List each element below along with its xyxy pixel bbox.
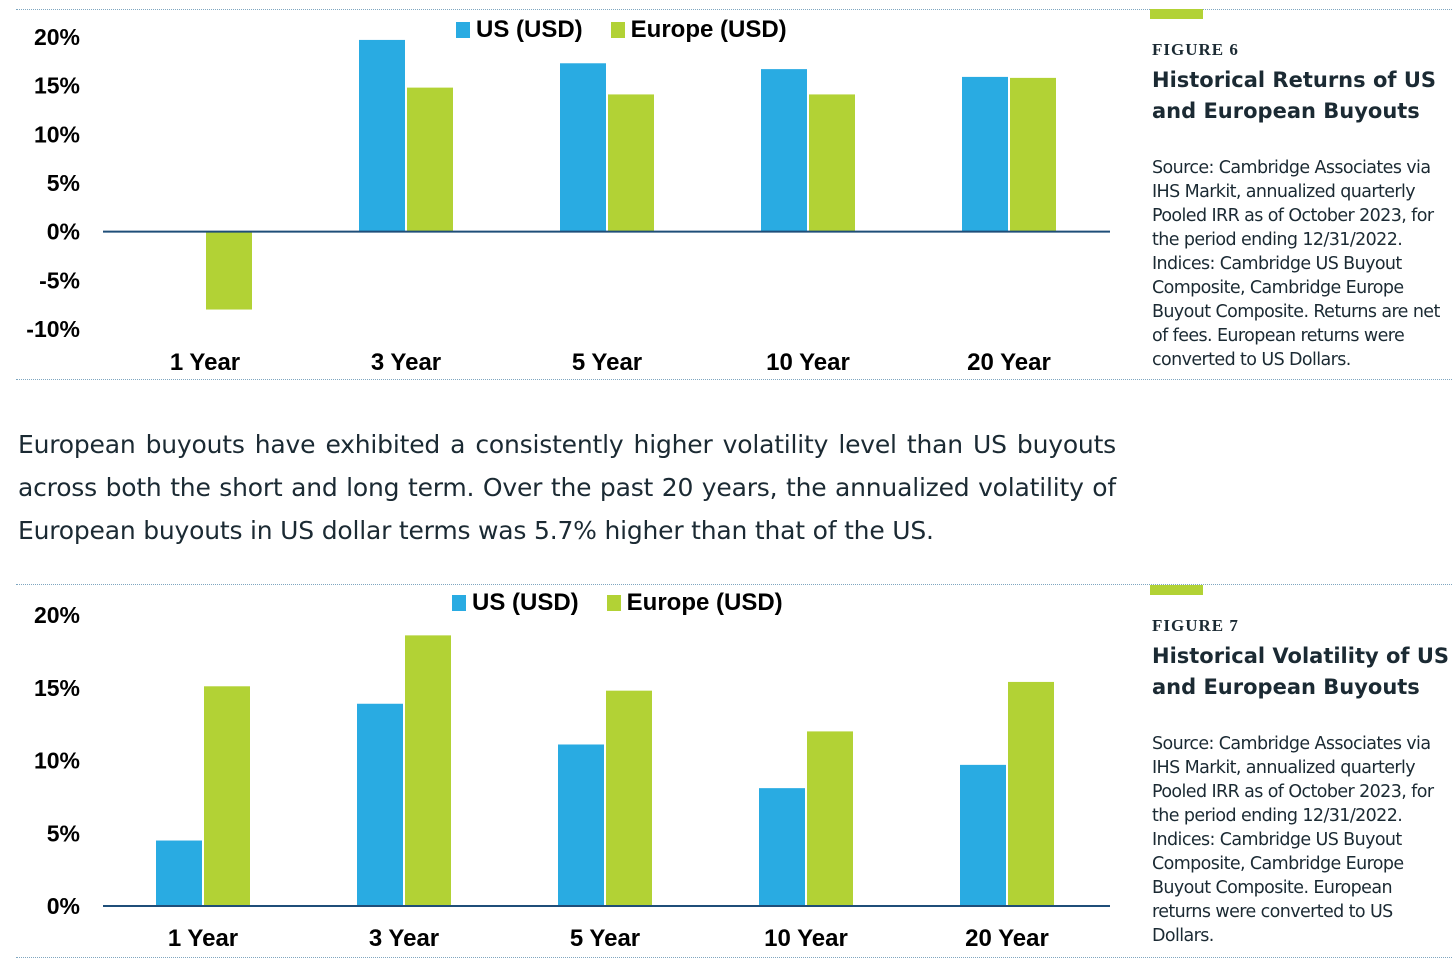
legend-swatch-europe — [610, 22, 625, 38]
legend-item-us: US (USD) — [452, 589, 579, 617]
figure-6-title: Historical Returns of US and European Bu… — [1152, 68, 1436, 123]
legend-item-europe: Europe (USD) — [610, 16, 787, 44]
figure-6-label: FIGURE 6 — [1152, 40, 1239, 59]
bar-europe-10-year — [809, 94, 855, 232]
bar-europe-1-year — [204, 686, 250, 906]
legend-swatch-europe — [606, 595, 621, 611]
separator-bottom — [16, 957, 1452, 958]
returns-chart: -10% -5% 0% 5% 10% 15% 20% 1 Year 3 Year 5 Year 10… — [26, 24, 1110, 376]
y-tick-label: 0% — [47, 893, 80, 919]
y-tick-label: 5% — [47, 170, 80, 196]
separator-top — [16, 9, 1452, 10]
bar-europe-20-year — [1010, 77, 1056, 232]
x-category-label: 5 Year — [572, 349, 642, 376]
x-category-label: 3 Year — [369, 925, 439, 952]
legend-label-us: US (USD) — [476, 16, 583, 43]
bar-us-10-year — [759, 788, 805, 906]
bar-us-3-year — [359, 39, 405, 232]
figure-6-accent-bar — [1150, 9, 1203, 19]
figure-7-source: Source: Cambridge Associates via IHS Mar… — [1152, 734, 1434, 946]
figure-7-accent-bar — [1150, 585, 1203, 595]
y-tick-label: 15% — [34, 73, 80, 99]
y-tick-label: 5% — [47, 820, 80, 846]
x-category-label: 10 Year — [766, 349, 850, 376]
y-tick-label: -10% — [26, 316, 80, 342]
volatility-chart: 0% 5% 10% 15% 20% 1 Year 3 Year 5 Year 10 Year 20… — [34, 602, 1110, 952]
bar-us-5-year — [560, 63, 606, 232]
bar-europe-20-year — [1008, 681, 1054, 906]
x-category-label: 20 Year — [967, 349, 1051, 376]
x-category-label: 1 Year — [170, 349, 240, 376]
y-tick-label: -5% — [39, 267, 80, 293]
figure-7-title: Historical Volatility of US and European… — [1152, 644, 1450, 699]
legend-swatch-us — [456, 22, 470, 38]
bar-us-20-year — [960, 764, 1006, 906]
returns-chart-legend: US (USD) Europe (USD) — [456, 16, 787, 44]
figure-6-source: Source: Cambridge Associates via IHS Mar… — [1152, 158, 1440, 370]
x-category-label: 1 Year — [168, 925, 238, 952]
separator-mid — [16, 379, 1452, 380]
bar-europe-5-year — [606, 690, 652, 906]
legend-label-europe: Europe (USD) — [630, 16, 787, 43]
bar-europe-10-year — [807, 731, 853, 906]
bar-us-1-year — [156, 840, 202, 906]
x-category-label: 10 Year — [764, 925, 848, 952]
bar-europe-3-year — [405, 635, 451, 906]
bar-us-5-year — [558, 744, 604, 906]
y-tick-label: 10% — [34, 748, 80, 774]
x-category-label: 3 Year — [371, 349, 441, 376]
legend-item-us: US (USD) — [456, 16, 583, 44]
bar-us-3-year — [357, 703, 403, 906]
legend-item-europe: Europe (USD) — [606, 589, 783, 617]
legend-label-europe: Europe (USD) — [626, 589, 783, 616]
bar-us-20-year — [962, 76, 1008, 232]
y-tick-label: 15% — [34, 675, 80, 701]
y-tick-label: 10% — [34, 121, 80, 147]
y-tick-label: 20% — [34, 24, 80, 50]
y-tick-label: 0% — [47, 219, 80, 245]
separator-lower — [16, 584, 1452, 585]
legend-swatch-us — [452, 595, 466, 611]
legend-label-us: US (USD) — [472, 589, 579, 616]
volatility-chart-legend: US (USD) Europe (USD) — [452, 589, 783, 617]
bar-europe-5-year — [608, 94, 654, 232]
bar-europe-1-year — [206, 231, 252, 310]
body-paragraph: European buyouts have exhibited a consis… — [18, 430, 1116, 545]
bar-us-10-year — [761, 69, 807, 232]
x-category-label: 20 Year — [965, 925, 1049, 952]
figure-7-label: FIGURE 7 — [1152, 616, 1239, 635]
x-category-label: 5 Year — [570, 925, 640, 952]
y-tick-label: 20% — [34, 602, 80, 628]
bar-europe-3-year — [407, 87, 453, 232]
